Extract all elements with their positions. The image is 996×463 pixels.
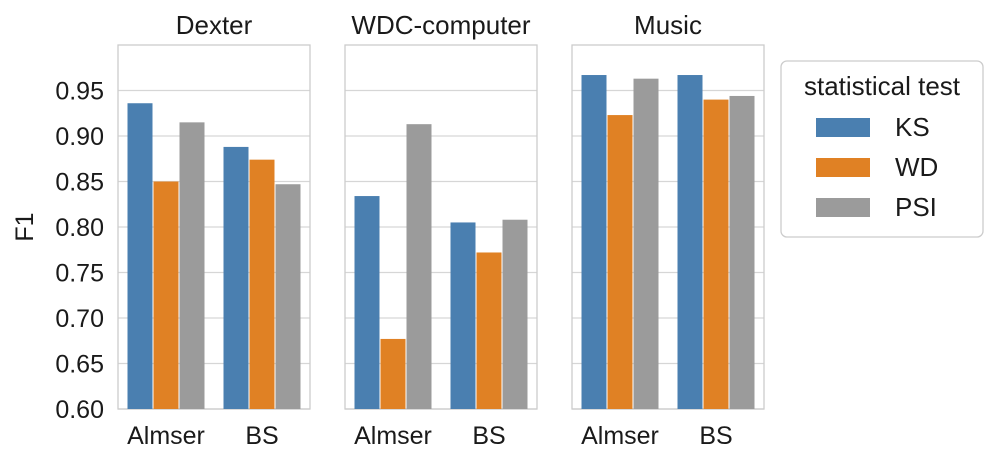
bar-wd-almser [153,181,179,409]
panel-title: WDC-computer [351,10,530,40]
legend-label-wd: WD [895,152,938,182]
legend-swatch-wd [816,158,870,177]
bar-wd-bs [703,99,729,409]
bar-wd-bs [476,252,502,409]
y-tick-label: 0.95 [55,78,104,106]
legend-label-ks: KS [895,112,930,142]
bar-psi-bs [729,95,755,410]
y-axis-label: F1 [11,212,39,241]
y-tick-label: 0.85 [55,169,104,197]
bar-psi-bs [502,219,528,409]
legend-swatch-ks [816,118,870,137]
bar-ks-almser [127,103,153,410]
legend-box [780,60,984,238]
panel-frame [344,44,538,410]
y-tick-label: 0.65 [55,351,104,379]
y-tick-label: 0.80 [55,214,104,242]
x-tick-label: BS [699,422,732,450]
bar-psi-almser [406,124,432,410]
x-tick-label: BS [245,422,278,450]
panel-frame [571,44,765,410]
x-tick-label: Almser [581,422,659,450]
x-tick-label: Almser [354,422,432,450]
y-tick-label: 0.90 [55,123,104,151]
bar-ks-bs [450,222,476,409]
y-tick-label: 0.60 [55,396,104,424]
bar-wd-bs [249,159,275,409]
panel-title: Dexter [176,10,253,40]
panel-title: Music [634,10,702,40]
y-tick-label: 0.70 [55,305,104,333]
x-tick-label: BS [472,422,505,450]
y-tick-label: 0.75 [55,260,104,288]
bar-ks-bs [223,146,249,410]
bar-ks-bs [677,75,703,409]
bar-ks-almser [581,75,607,409]
bar-wd-almser [607,115,633,409]
legend-swatch-psi [816,198,870,217]
x-tick-label: Almser [127,422,205,450]
bar-wd-almser [380,338,406,409]
legend-label-psi: PSI [895,192,937,222]
bar-ks-almser [354,196,380,409]
panel-frame [117,44,311,410]
bar-psi-almser [179,122,205,409]
bar-psi-almser [633,78,659,410]
bar-psi-bs [275,184,301,409]
legend-title: statistical test [804,71,961,101]
